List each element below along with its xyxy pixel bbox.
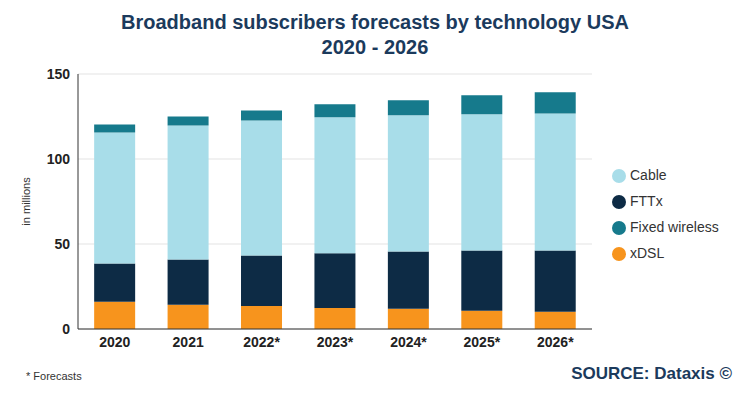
- svg-text:2023*: 2023*: [317, 334, 354, 350]
- html-text:SOURCE: Dataxis ©: SOURCE: Dataxis ©: [571, 364, 732, 383]
- html-text:2020 - 2026: 2020 - 2026: [321, 36, 429, 58]
- svg-text:2020: 2020: [99, 334, 130, 350]
- html-text:Broadband subscribers forecast: Broadband subscribers forecasts by techn…: [121, 11, 629, 33]
- svg-text:0: 0: [62, 321, 70, 337]
- html-text:FTTx: FTTx: [630, 193, 663, 209]
- svg-text:2026*: 2026*: [537, 334, 574, 350]
- svg-text:2021: 2021: [173, 334, 204, 350]
- svg-text:2025*: 2025*: [464, 334, 501, 350]
- html-text:* Forecasts: * Forecasts: [26, 370, 82, 382]
- svg-text:2022*: 2022*: [243, 334, 280, 350]
- svg-text:100: 100: [47, 151, 71, 167]
- html-text:Fixed wireless: Fixed wireless: [630, 219, 719, 235]
- svg-text:150: 150: [47, 66, 71, 82]
- svg-text:2024*: 2024*: [390, 334, 427, 350]
- svg-text:50: 50: [54, 236, 70, 252]
- svg-text:in millions: in millions: [20, 177, 32, 226]
- html-text:xDSL: xDSL: [630, 245, 665, 261]
- html-text:Cable: Cable: [630, 167, 667, 183]
